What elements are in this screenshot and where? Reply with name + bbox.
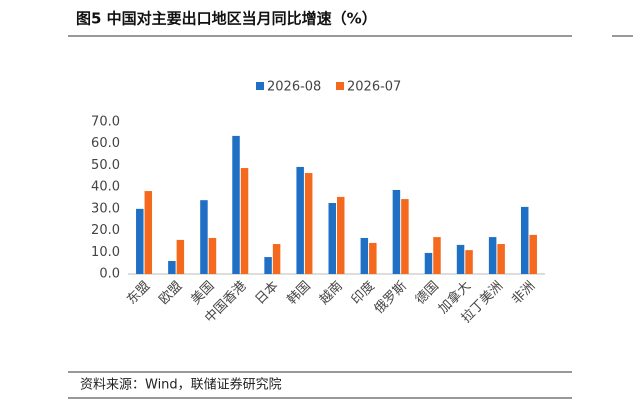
- y-tick-label: 20.0: [91, 223, 120, 238]
- bar: [465, 250, 473, 274]
- bar: [272, 244, 281, 274]
- y-tick-label: 30.0: [91, 201, 120, 216]
- y-tick-label: 0.0: [99, 267, 120, 282]
- bar: [392, 189, 401, 274]
- source-note: 资料来源：Wind，联储证券研究院: [80, 377, 282, 393]
- x-tick-label: 欧盟: [156, 279, 185, 308]
- bar: [208, 237, 217, 274]
- bar: [144, 191, 153, 274]
- bar: [296, 166, 304, 274]
- x-tick-label: 越南: [316, 278, 346, 308]
- legend-swatch: [336, 82, 344, 90]
- bar: [264, 257, 272, 274]
- legend-swatch: [256, 82, 264, 90]
- bar: [304, 173, 313, 274]
- bar: [360, 237, 369, 274]
- legend-label: 2026-07: [347, 80, 401, 95]
- bar: [520, 206, 529, 274]
- bar: [176, 239, 185, 274]
- bar: [424, 252, 433, 274]
- bar: [529, 234, 537, 274]
- bar: [433, 237, 441, 274]
- bar: [369, 242, 377, 274]
- x-tick-label: 韩国: [285, 279, 314, 308]
- bar: [136, 208, 144, 274]
- chart-title: 图5 中国对主要出口地区当月同比增速（%）: [76, 10, 377, 28]
- bar: [337, 196, 345, 274]
- bar: [497, 244, 505, 274]
- y-tick-label: 60.0: [91, 136, 120, 151]
- bar: [232, 135, 240, 274]
- bar: [488, 237, 497, 274]
- x-tick-label: 东盟: [124, 279, 153, 308]
- bar: [456, 244, 465, 274]
- bar: [240, 168, 249, 274]
- x-tick-label: 非洲: [509, 279, 538, 308]
- bar: [168, 260, 176, 274]
- y-tick-label: 70.0: [91, 115, 120, 130]
- x-tick-label: 日本: [253, 279, 282, 308]
- bar: [401, 199, 409, 274]
- bar: [200, 200, 208, 274]
- x-tick-label: 俄罗斯: [372, 279, 410, 317]
- y-tick-label: 10.0: [91, 245, 120, 260]
- y-tick-label: 40.0: [91, 180, 120, 195]
- y-tick-label: 50.0: [91, 158, 120, 173]
- legend-label: 2026-08: [267, 80, 321, 95]
- bar: [328, 202, 336, 274]
